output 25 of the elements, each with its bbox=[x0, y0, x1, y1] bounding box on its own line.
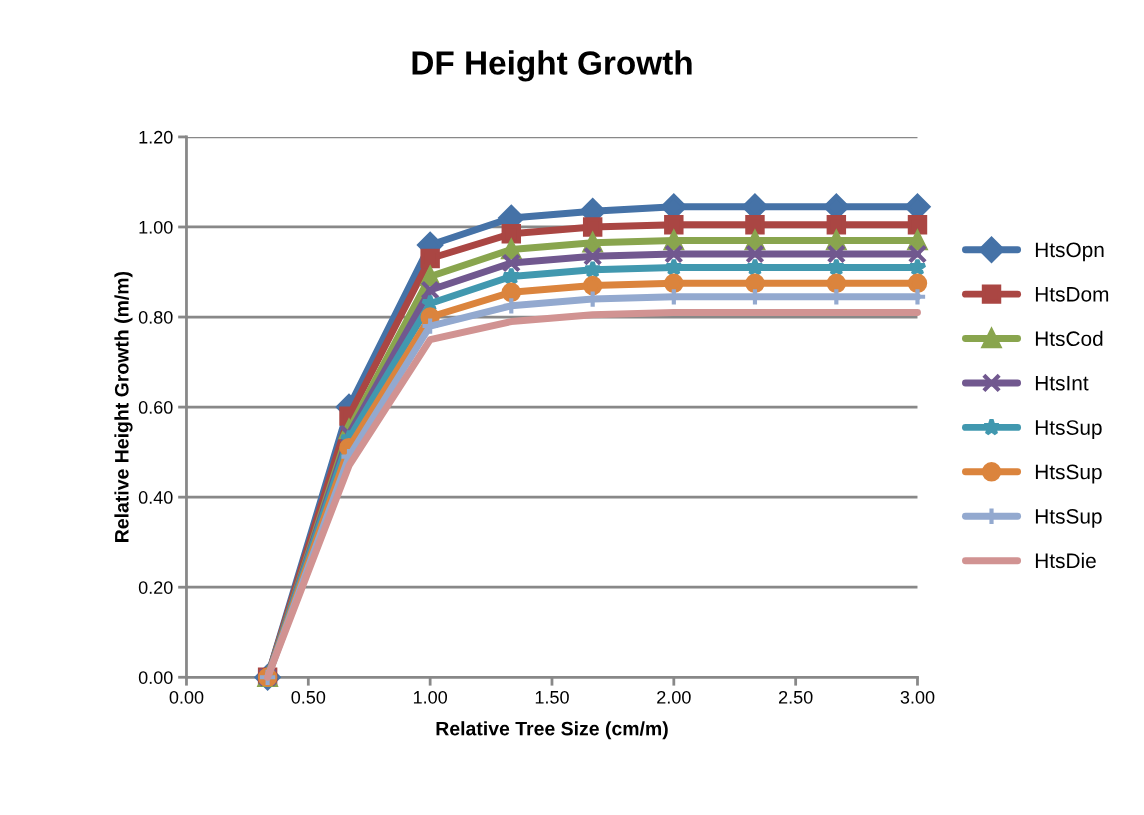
legend-label: HtsInt bbox=[1035, 375, 1089, 391]
y-tick-label: 0.40 bbox=[138, 491, 173, 504]
legend-label: HtsOpn bbox=[1035, 242, 1104, 262]
y-tick-label: 0.80 bbox=[138, 310, 173, 324]
x-axis-title: Relative Tree Size (cm/m) bbox=[436, 721, 668, 740]
y-tick-label: 1.00 bbox=[139, 220, 173, 234]
legend-label: HtsSup bbox=[1035, 420, 1102, 440]
x-tick-label: 2.50 bbox=[778, 690, 813, 704]
legend-label: HtsDom bbox=[1035, 287, 1109, 302]
legend-label: HtsCod bbox=[1035, 330, 1103, 347]
y-tick-label: 0.00 bbox=[138, 671, 173, 684]
y-axis-title: Relative Height Growth (m/m) bbox=[114, 271, 133, 542]
x-tick-label: 0.00 bbox=[169, 690, 204, 704]
chart-title: DF Height Growth bbox=[412, 50, 692, 82]
y-tick-label: 1.20 bbox=[139, 130, 173, 144]
legend-label: HtsSup bbox=[1035, 508, 1102, 528]
legend-label: HtsDie bbox=[1035, 552, 1096, 569]
legend-label: HtsSup bbox=[1035, 464, 1102, 484]
x-tick-label: 0.50 bbox=[291, 690, 326, 704]
x-tick-label: 2.00 bbox=[657, 690, 691, 704]
x-tick-label: 1.00 bbox=[413, 690, 448, 704]
y-tick-label: 0.60 bbox=[138, 401, 173, 414]
x-tick-label: 3.00 bbox=[900, 690, 935, 704]
x-tick-label: 1.50 bbox=[535, 690, 569, 704]
y-tick-label: 0.20 bbox=[138, 581, 173, 594]
